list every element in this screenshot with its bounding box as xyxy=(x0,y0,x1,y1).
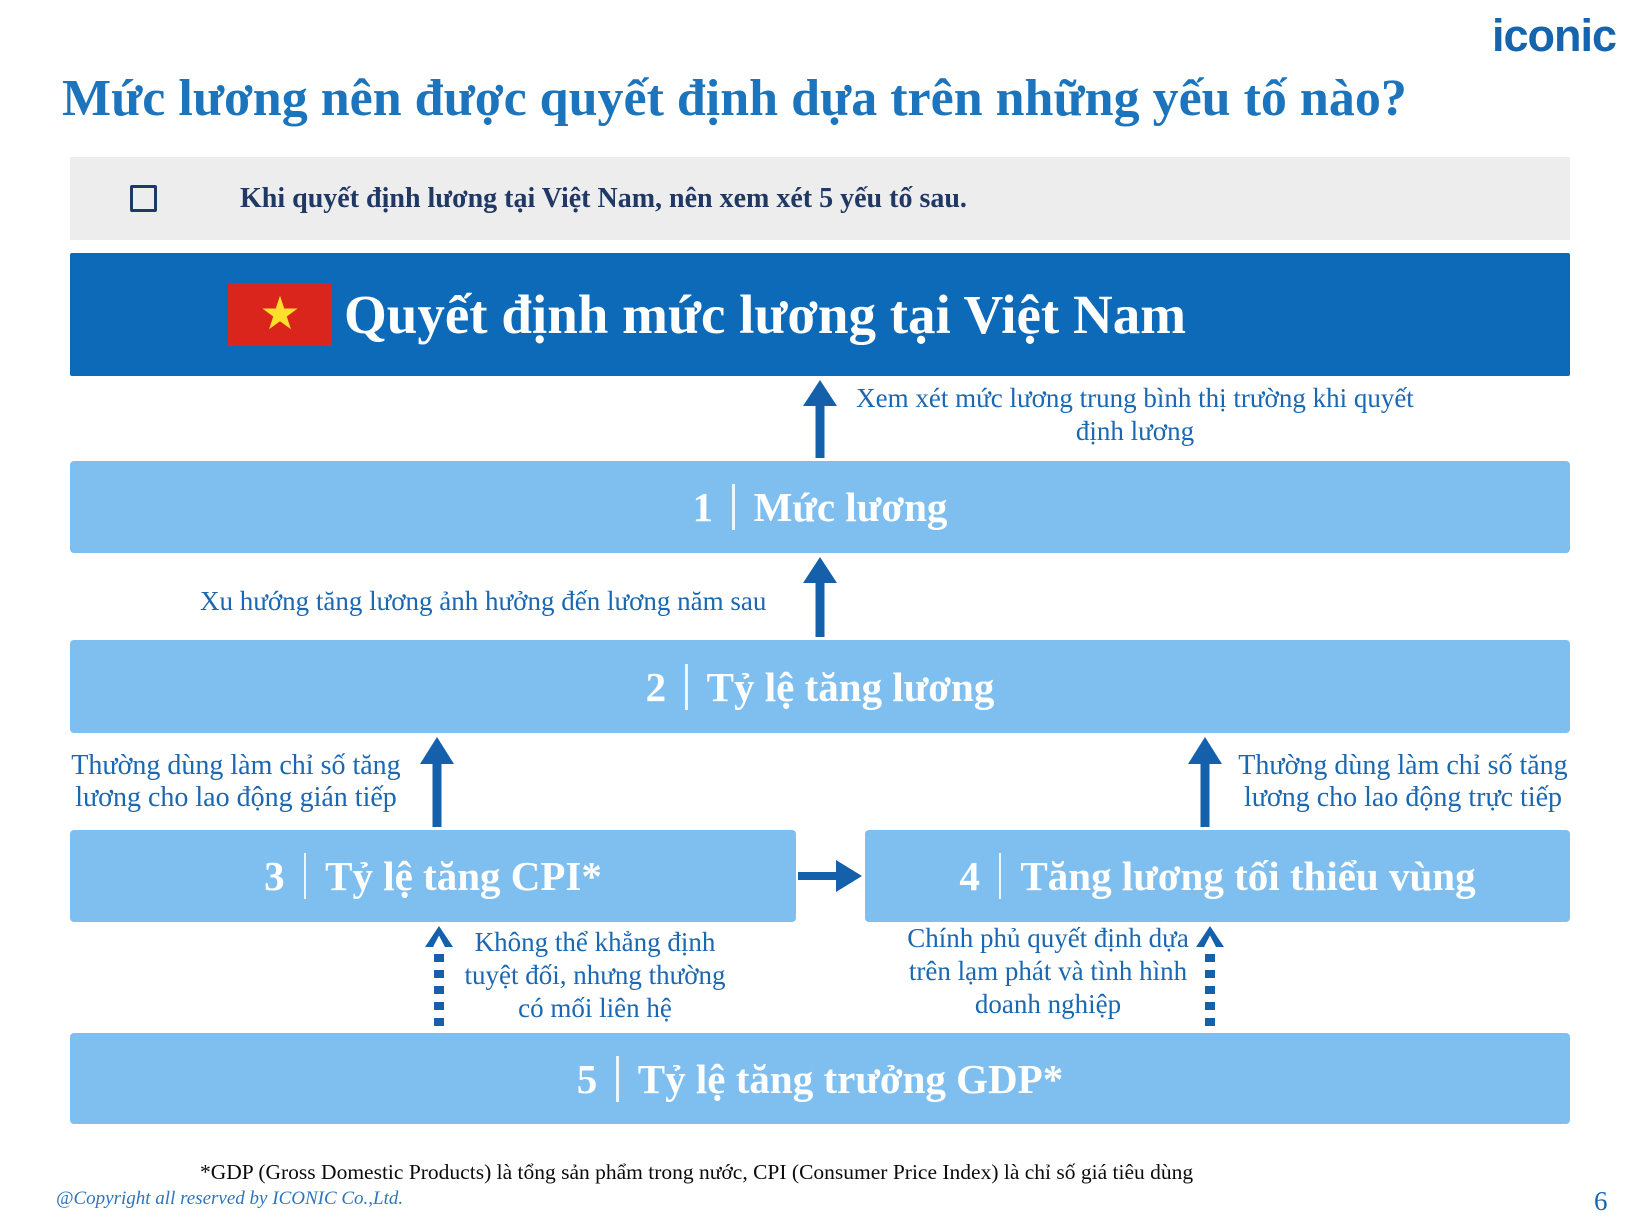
page-number: 6 xyxy=(1594,1186,1608,1216)
iconic-logo: iconic xyxy=(1491,10,1617,61)
callout-bar: Khi quyết định lương tại Việt Nam, nên x… xyxy=(70,157,1570,240)
factor-bar-1: 1 Mức lương xyxy=(70,461,1570,553)
arrow-up-2 xyxy=(803,557,837,637)
label-separator xyxy=(303,853,307,899)
page-title: Mức lương nên được quyết định dựa trên n… xyxy=(62,70,1407,127)
factor-bar-2: 2 Tỷ lệ tăng lương xyxy=(70,640,1570,733)
arrow-right-3-to-4 xyxy=(798,860,862,892)
arrow-up-3-right xyxy=(1188,737,1222,827)
checkbox-bullet-icon xyxy=(130,185,157,212)
dotted-arrow-up-left xyxy=(425,926,453,1028)
factor-number: 4 xyxy=(959,853,980,899)
annotation-cpi-relation: Không thể khẳng định tuyệt đối, nhưng th… xyxy=(464,927,726,1023)
label-separator xyxy=(732,484,735,530)
factor-bar-4: 4 Tăng lương tối thiểu vùng xyxy=(865,830,1570,922)
factor-label: Mức lương xyxy=(753,484,948,530)
annotation-direct-labor: Thường dùng làm chỉ số tăng lương cho la… xyxy=(1238,750,1568,813)
factor-label: Tỷ lệ tăng lương xyxy=(706,663,995,710)
factor-number: 5 xyxy=(576,1055,598,1102)
factor-bar-3: 3 Tỷ lệ tăng CPI* xyxy=(70,830,796,922)
annotation-government-decision: Chính phủ quyết định dựa trên lạm phát v… xyxy=(907,923,1189,1019)
label-separator xyxy=(616,1055,619,1102)
banner-title: Quyết định mức lương tại Việt Nam xyxy=(344,284,1187,345)
star-icon: ★ xyxy=(259,285,301,340)
copyright-text: @Copyright all reserved by ICONIC Co.,Lt… xyxy=(56,1188,404,1209)
factor-number: 2 xyxy=(645,663,667,710)
annotation-indirect-labor: Thường dùng làm chỉ số tăng lương cho la… xyxy=(71,750,401,813)
factor-number: 3 xyxy=(264,853,285,899)
arrow-up-1 xyxy=(803,380,837,458)
callout-text: Khi quyết định lương tại Việt Nam, nên x… xyxy=(240,182,967,214)
arrow-up-3-left xyxy=(420,737,454,827)
annotation-market-average: Xem xét mức lương trung bình thị trường … xyxy=(856,383,1414,446)
factor-label: Tỷ lệ tăng CPI* xyxy=(325,853,602,899)
annotation-raise-trend: Xu hướng tăng lương ảnh hưởng đến lương … xyxy=(200,586,767,616)
footnote-gdp-cpi: *GDP (Gross Domestic Products) là tổng s… xyxy=(200,1160,1194,1184)
vietnam-flag-icon: ★ xyxy=(228,283,332,346)
dotted-arrow-up-right xyxy=(1196,926,1224,1028)
factor-number: 1 xyxy=(692,484,714,530)
label-separator xyxy=(998,853,1002,899)
factor-label: Tỷ lệ tăng trưởng GDP* xyxy=(637,1055,1064,1102)
factor-label: Tăng lương tối thiểu vùng xyxy=(1020,853,1476,899)
banner-decision-vietnam: ★ Quyết định mức lương tại Việt Nam xyxy=(70,253,1570,376)
factor-bar-5: 5 Tỷ lệ tăng trưởng GDP* xyxy=(70,1033,1570,1124)
label-separator xyxy=(685,663,688,710)
